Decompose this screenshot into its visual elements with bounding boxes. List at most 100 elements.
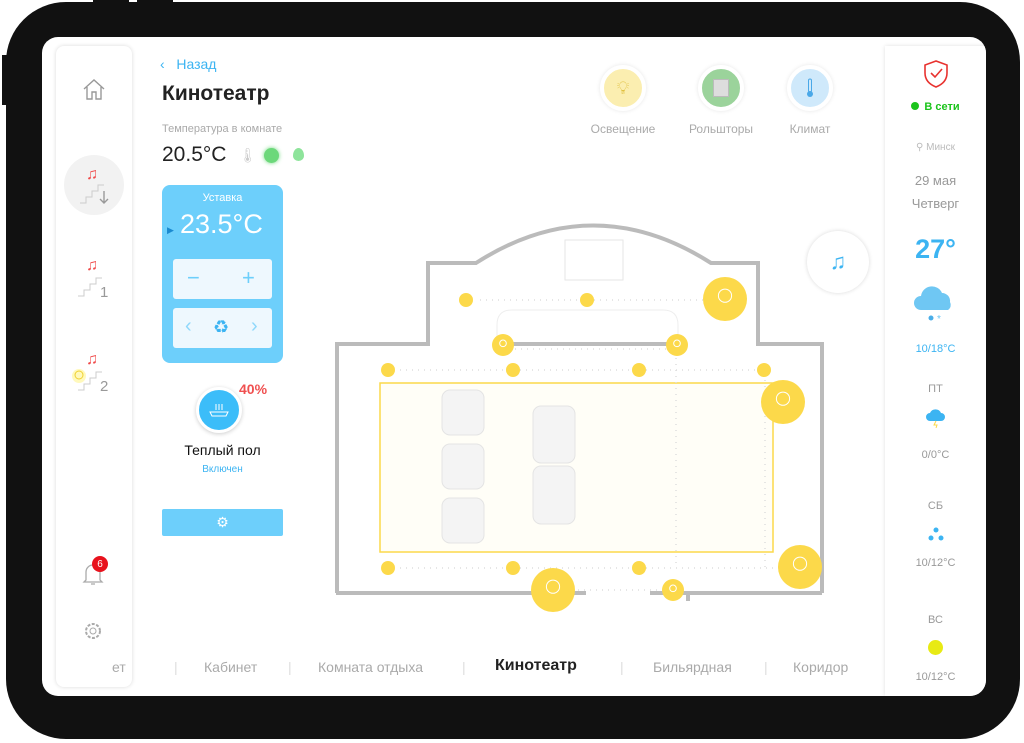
light-bulb-icon[interactable] xyxy=(666,334,688,356)
light-bulb-icon[interactable] xyxy=(381,363,395,377)
plus-button[interactable]: + xyxy=(242,265,255,290)
fan-icon xyxy=(264,148,279,163)
online-label: В сети xyxy=(924,101,960,113)
settings-button[interactable]: ⚙ xyxy=(162,509,283,536)
setpoint-stepper: − + xyxy=(173,259,272,299)
back-label: Назад xyxy=(176,56,217,72)
location-pin-icon: ⚲ xyxy=(916,142,924,153)
bulb-glyph-icon xyxy=(669,584,677,593)
floor-2-icon: ♫ xyxy=(72,351,102,391)
forecast-range: 10/12°C xyxy=(915,557,956,569)
control-label: Рольшторы xyxy=(688,122,754,136)
rain-drops-icon xyxy=(928,527,944,541)
floor-heating-button[interactable] xyxy=(196,387,242,433)
next-mode-button[interactable]: › xyxy=(251,315,258,337)
screen: ♫ ♫ 1 ♫ 2 6 ‹ Назад Кинотеатр Температур… xyxy=(42,37,986,696)
minus-button[interactable]: − xyxy=(187,265,200,290)
bulb-glyph-icon xyxy=(545,579,561,594)
online-dot xyxy=(911,102,920,110)
control-label: Климат xyxy=(789,122,831,136)
city: Минск xyxy=(926,142,955,153)
floor-1-icon: ♫ xyxy=(78,257,102,297)
forecast-day: ПТ xyxy=(928,383,943,395)
tab-divider: | xyxy=(174,659,178,675)
forecast-day: СБ xyxy=(927,500,944,512)
light-bulb-icon[interactable] xyxy=(459,293,473,307)
gear-icon[interactable] xyxy=(83,621,103,641)
light-bulb-icon[interactable] xyxy=(506,561,520,575)
prev-mode-button[interactable]: ‹ xyxy=(185,315,192,337)
weekday: Четверг xyxy=(911,196,960,211)
light-bulb-icon[interactable] xyxy=(531,568,575,612)
blinds-icon xyxy=(713,79,729,97)
svg-text:♫: ♫ xyxy=(86,351,98,368)
light-bulb-icon[interactable] xyxy=(632,363,646,377)
floor-down-icon: ♫ xyxy=(80,166,109,204)
screen-area xyxy=(564,239,624,281)
bulb-glyph-icon xyxy=(792,556,808,571)
bulb-glyph-icon xyxy=(499,339,507,348)
room-tab[interactable]: Комната отдыха xyxy=(318,659,423,675)
seat xyxy=(441,389,485,436)
light-bulb-icon[interactable] xyxy=(778,545,822,589)
play-indicator-icon: ▶ xyxy=(167,225,174,235)
device-button xyxy=(137,0,173,4)
seat xyxy=(532,405,576,464)
floor-heating-title: Теплый пол xyxy=(184,442,261,458)
setpoint-value: 23.5°C xyxy=(180,209,263,239)
lighting-control[interactable]: 💡︎ Освещение xyxy=(587,65,659,136)
blinds-control[interactable]: Рольшторы xyxy=(685,65,757,136)
light-bulb-icon[interactable] xyxy=(381,561,395,575)
floor-down-button[interactable]: ♫ xyxy=(64,155,124,215)
stage-outline xyxy=(496,309,679,343)
home-icon[interactable] xyxy=(82,78,106,102)
light-bulb-icon[interactable] xyxy=(632,561,646,575)
room-tab[interactable]: Кабинет xyxy=(204,659,258,675)
music-button[interactable]: ♫ xyxy=(807,231,869,293)
recycle-icon: ♻ xyxy=(213,317,230,337)
cloud-snow-rain-icon: * xyxy=(914,286,951,324)
bulb-glyph-icon xyxy=(775,391,791,406)
current-temperature: 27° xyxy=(915,234,956,264)
thermometer-icon xyxy=(807,78,813,97)
control-label: Освещение xyxy=(590,122,656,136)
floor-1-button[interactable]: ♫ 1 xyxy=(74,254,114,305)
light-bulb-icon[interactable] xyxy=(580,293,594,307)
floor-plan xyxy=(335,223,824,612)
light-bulb-icon[interactable] xyxy=(492,334,514,356)
music-note-icon: ♫ xyxy=(829,249,847,274)
forecast-range: 10/12°C xyxy=(915,671,956,683)
light-bulb-icon[interactable] xyxy=(506,363,520,377)
room-tab-active[interactable]: Кинотеатр xyxy=(495,657,577,674)
tab-divider: | xyxy=(620,659,624,675)
room-tabs: ет | Кабинет | Комната отдыха | Кинотеат… xyxy=(112,657,882,679)
device-button xyxy=(2,55,8,105)
floor-heating-percent: 40% xyxy=(239,381,268,397)
tab-divider: | xyxy=(462,659,466,675)
light-bulb-icon[interactable] xyxy=(757,363,771,377)
heated-floor-icon xyxy=(209,404,229,417)
date: 29 мая xyxy=(914,173,957,188)
gears-icon: ⚙ xyxy=(216,514,229,530)
light-bulb-icon[interactable] xyxy=(703,277,747,321)
room-tab[interactable]: ет xyxy=(112,659,126,675)
light-bulb-icon[interactable] xyxy=(662,579,684,601)
humidity-icon xyxy=(293,148,304,161)
floor-2-button[interactable]: ♫ 2 xyxy=(70,348,114,399)
bulb-glyph-icon xyxy=(673,339,681,348)
floor-number: 2 xyxy=(100,378,109,395)
mode-selector: ‹ ♻ › xyxy=(173,308,272,348)
setpoint-label: Уставка xyxy=(202,192,243,204)
room-temperature: 20.5°C xyxy=(162,143,227,166)
room-tab[interactable]: Бильярдная xyxy=(653,659,732,675)
svg-text:♫: ♫ xyxy=(86,166,98,183)
bulb-glyph-icon xyxy=(717,288,733,303)
device-button xyxy=(93,0,129,4)
room-tab[interactable]: Коридор xyxy=(793,659,849,675)
floor-heating-status: Включен xyxy=(202,464,243,475)
climate-control[interactable]: Климат xyxy=(774,65,846,136)
page-title: Кинотеатр xyxy=(162,82,270,105)
back-link[interactable]: ‹ Назад xyxy=(160,56,216,72)
svg-text:*: * xyxy=(937,314,941,324)
light-bulb-icon[interactable] xyxy=(761,380,805,424)
